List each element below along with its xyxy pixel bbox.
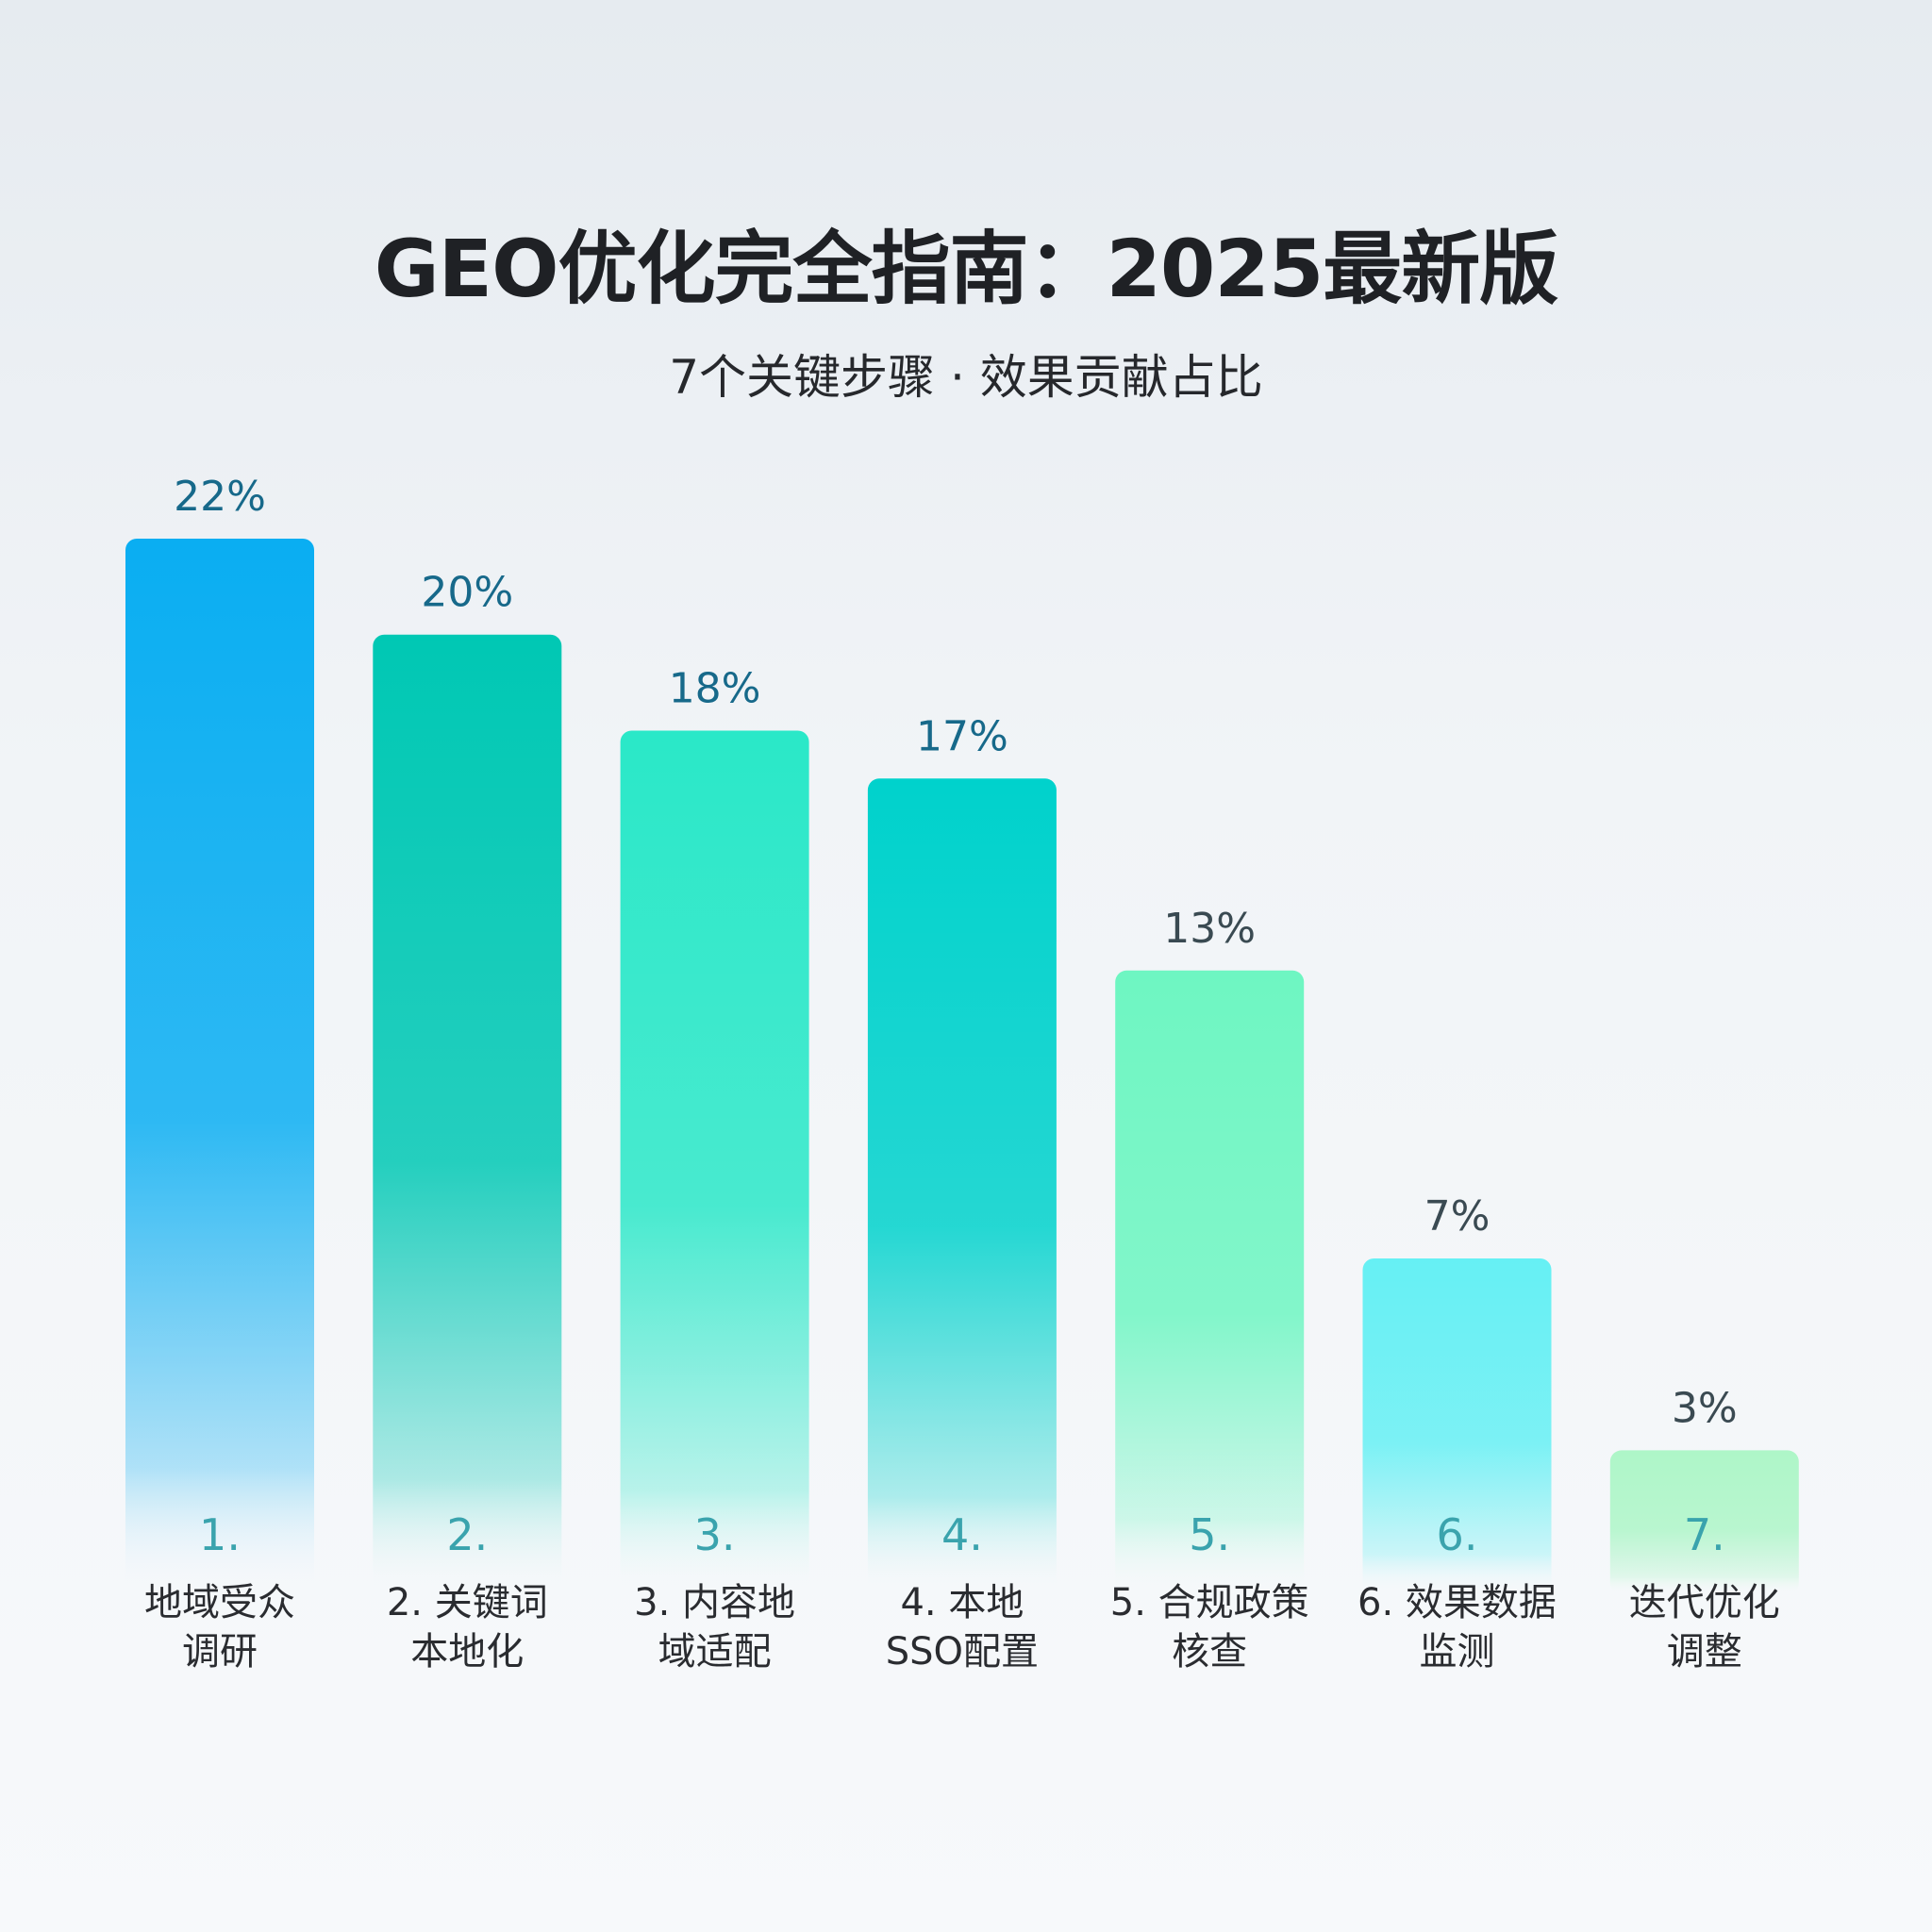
step-number-3: 3.: [694, 1509, 736, 1560]
bars-layer: [125, 539, 1799, 1594]
bar-5: [1115, 970, 1305, 1594]
category-label-3-line-2: 域适配: [658, 1630, 772, 1674]
value-label-4: 17%: [916, 712, 1008, 760]
step-number-4: 4.: [941, 1509, 983, 1560]
step-number-7: 7.: [1684, 1509, 1725, 1560]
step-number-6: 6.: [1437, 1509, 1478, 1560]
category-label-1-line-2: 调研: [182, 1630, 258, 1674]
category-label-6-line-2: 监测: [1420, 1630, 1495, 1674]
category-label-3-line-1: 3. 内容地: [634, 1581, 795, 1624]
bar-1: [125, 539, 314, 1594]
category-label-4-line-2: SSO配置: [886, 1630, 1039, 1674]
category-label-1-line-1: 地域受众: [144, 1581, 295, 1624]
value-label-7: 3%: [1672, 1384, 1738, 1432]
bar-2: [373, 634, 562, 1594]
step-number-1: 1.: [199, 1509, 241, 1560]
value-label-1: 22%: [174, 473, 266, 521]
category-label-5-line-2: 核查: [1172, 1630, 1247, 1674]
bar-7: [1609, 1450, 1799, 1594]
category-label-7-line-1: 迭代优化: [1629, 1581, 1780, 1624]
bar-4: [867, 778, 1057, 1594]
step-number-5: 5.: [1189, 1509, 1230, 1560]
bar-3: [620, 730, 809, 1594]
value-label-6: 7%: [1424, 1192, 1491, 1241]
category-label-4-line-1: 4. 本地: [900, 1581, 1024, 1624]
value-label-5: 13%: [1163, 905, 1256, 953]
category-label-2-line-2: 本地化: [410, 1630, 524, 1674]
chart-subtitle: 7个关键步骤 · 效果贡献占比: [669, 350, 1263, 405]
category-label-6-line-1: 6. 效果数据: [1357, 1581, 1557, 1624]
bar-6: [1362, 1258, 1552, 1594]
category-label-7-line-2: 调整: [1667, 1630, 1742, 1674]
category-label-5-line-1: 5. 合规政策: [1110, 1581, 1309, 1624]
value-label-3: 18%: [669, 665, 761, 713]
category-label-2-line-1: 2. 关键词: [387, 1581, 548, 1624]
value-label-2: 20%: [421, 569, 513, 617]
step-number-2: 2.: [446, 1509, 488, 1560]
chart-title: GEO优化完全指南：2025最新版: [374, 223, 1559, 315]
